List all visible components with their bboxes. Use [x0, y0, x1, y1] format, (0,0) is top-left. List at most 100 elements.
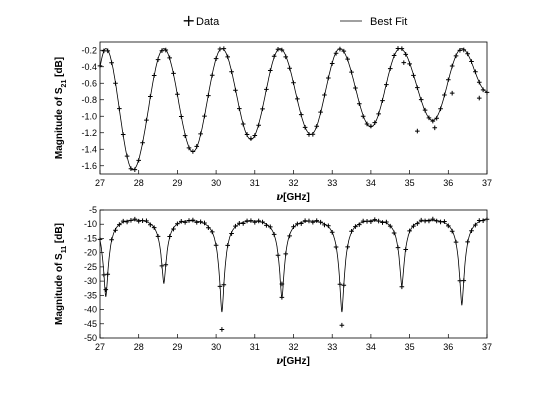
s11-data-point	[260, 220, 265, 225]
s11-x-tick-label: 30	[211, 342, 221, 352]
s21-data-point	[353, 86, 358, 91]
s21-data-point	[210, 73, 215, 78]
s21-data-point	[432, 126, 437, 131]
s21-data-point	[233, 88, 238, 93]
s11-data-point	[233, 224, 238, 229]
s21-x-tick-label: 31	[250, 178, 260, 188]
s11-x-ticks: 27 28 29 30 31 32 33 34 35 36 37	[95, 334, 492, 352]
s21-panel: -1.6 -1.4 -1.2 -1.0 -0.8 -0.6 -0.4 -0.2 27 28 29 3…	[54, 42, 492, 203]
s21-x-tick-label: 36	[443, 178, 453, 188]
s21-data-point	[481, 88, 486, 93]
s21-data-point	[469, 59, 474, 64]
s21-data-point	[380, 98, 385, 103]
s11-x-tick-label: 33	[327, 342, 337, 352]
s21-fit-line	[100, 49, 487, 170]
s11-data-point	[206, 225, 211, 230]
s11-data-point	[334, 245, 339, 250]
s21-data-point	[415, 129, 420, 134]
s11-data-point	[109, 237, 114, 242]
s11-data-point	[214, 243, 219, 248]
s11-x-tick-label: 31	[250, 342, 260, 352]
s21-data-point	[295, 97, 300, 102]
s21-data-point	[129, 166, 134, 171]
s11-data-point	[287, 234, 292, 239]
s21-data-point	[388, 66, 393, 71]
s21-x-tick-label: 28	[134, 178, 144, 188]
s11-data-point	[102, 273, 107, 278]
s11-data-point	[461, 278, 466, 283]
s11-data-point	[191, 218, 196, 223]
s11-data-point	[156, 234, 161, 239]
s21-data-point	[140, 140, 145, 145]
s21-data-point	[191, 149, 196, 154]
s21-data-point	[109, 60, 114, 65]
s21-x-tick-label: 34	[366, 178, 376, 188]
s21-data-point	[407, 62, 412, 67]
s11-plot-area	[100, 210, 487, 338]
s21-data-point	[376, 112, 381, 117]
s21-data-point	[361, 114, 366, 119]
s11-data-point	[469, 228, 474, 233]
legend-fit-label: Best Fit	[370, 16, 407, 28]
s21-data-point	[206, 93, 211, 98]
s11-data-point	[465, 240, 470, 245]
legend-data-marker: +	[182, 11, 195, 30]
s21-data-point	[434, 116, 439, 121]
s11-y-tick-label: -5	[89, 205, 97, 215]
s11-y-tick-label: -35	[84, 290, 97, 300]
s21-y-tick-label: -1.0	[81, 111, 97, 121]
s21-data-point	[105, 49, 110, 54]
s11-data-point	[345, 245, 350, 250]
s11-x-tick-label: 28	[134, 342, 144, 352]
s21-data-point	[450, 91, 455, 96]
s21-x-tick-label: 32	[288, 178, 298, 188]
s11-y-ticks: -50-45-40-35-30-25-20-15-10-5	[84, 205, 104, 343]
s21-data-point	[156, 57, 161, 62]
s21-data-point	[446, 77, 451, 82]
s21-data-point	[229, 69, 234, 74]
s21-data-point	[260, 107, 265, 112]
s11-panel: -50-45-40-35-30-25-20-15-10-5 27 28 29 30 31…	[54, 205, 492, 367]
s21-y-tick-label: -0.2	[81, 45, 97, 55]
s11-y-tick-label: -10	[84, 219, 97, 229]
s21-data-point	[318, 110, 323, 115]
s11-x-tick-label: 36	[443, 342, 453, 352]
s21-data-point	[214, 56, 219, 61]
s21-data-point	[152, 73, 157, 78]
s21-data-point	[171, 71, 176, 76]
s21-data-point	[357, 101, 362, 106]
s11-data-point	[98, 237, 103, 242]
s11-data-point	[225, 243, 230, 248]
s21-data-point	[241, 122, 246, 127]
s21-data-point	[299, 112, 304, 117]
s21-data-point	[311, 132, 316, 137]
s21-x-tick-label: 33	[327, 178, 337, 188]
s21-data-point	[198, 132, 203, 137]
s11-data-point	[403, 247, 408, 252]
s21-data-point	[345, 57, 350, 62]
s21-x-tick-label: 30	[211, 178, 221, 188]
s11-data-point	[392, 231, 397, 236]
s11-data-point	[229, 231, 234, 236]
s11-data-point	[396, 245, 401, 250]
s21-y-tick-label: -1.6	[81, 161, 97, 171]
s21-data-point	[450, 64, 455, 69]
s21-data-point	[175, 92, 180, 97]
s21-data-point	[179, 114, 184, 119]
s21-x-tick-label: 29	[172, 178, 182, 188]
s11-data-point	[276, 253, 281, 258]
s11-data-point	[210, 230, 215, 235]
s11-data-point	[342, 283, 347, 288]
s21-data-point	[253, 133, 258, 138]
s21-data-point	[411, 73, 416, 78]
s21-data-point	[144, 118, 149, 123]
s21-data-point	[222, 46, 227, 51]
s11-data-point	[326, 223, 331, 228]
s21-data-point	[330, 61, 335, 66]
s21-data-point	[276, 47, 281, 52]
s21-data-point	[326, 76, 331, 81]
s21-x-axis-label: ν[GHz]	[276, 192, 310, 203]
s21-x-tick-label: 27	[95, 178, 105, 188]
s11-x-tick-label: 29	[172, 342, 182, 352]
